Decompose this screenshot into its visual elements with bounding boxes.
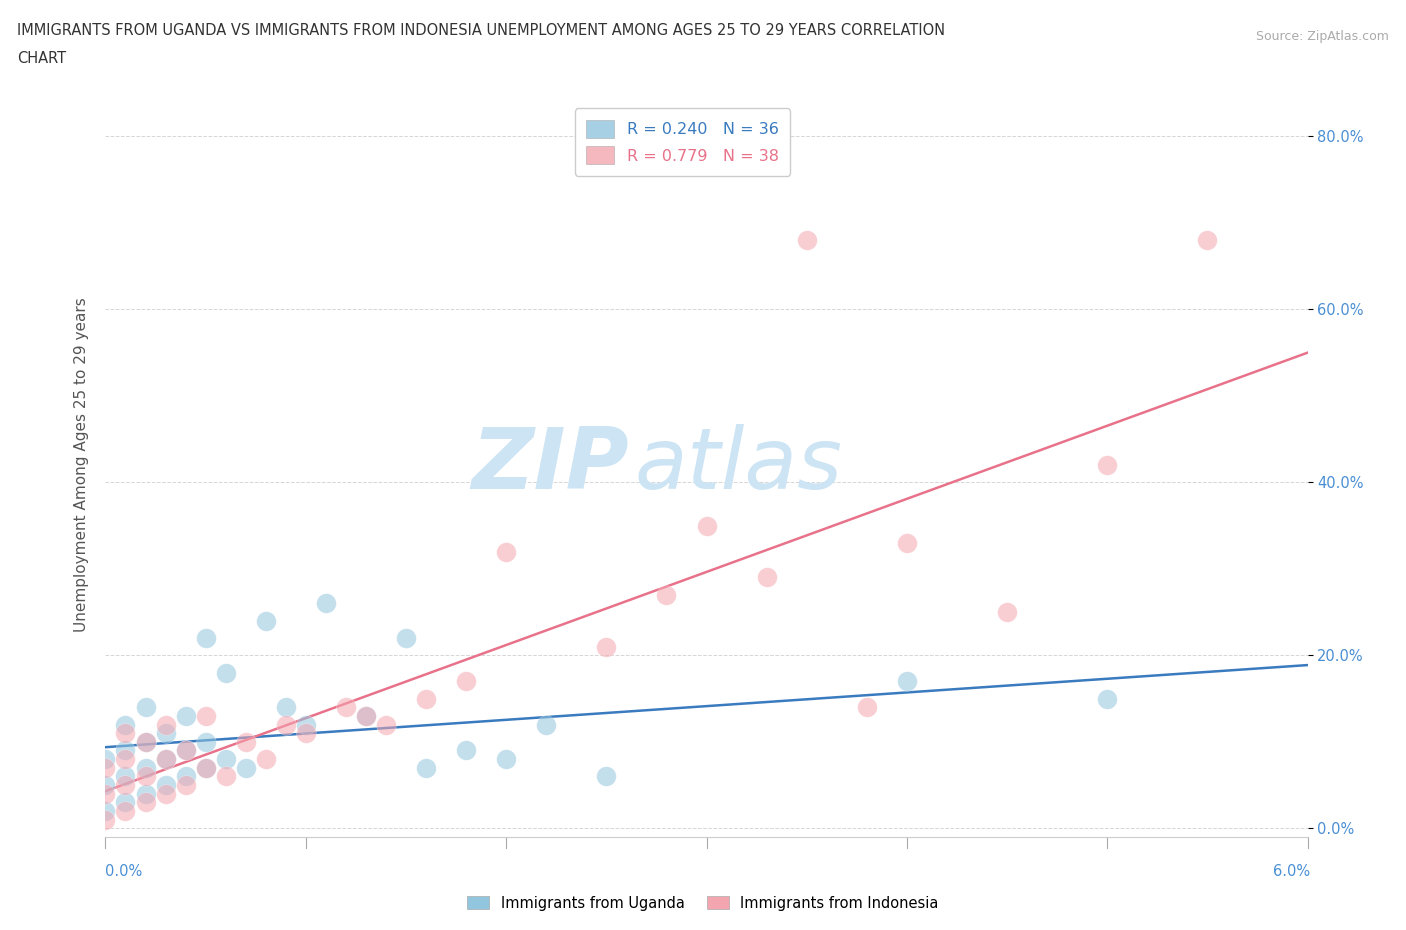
Point (135, 769, 157, 784)
Point (174, 777, 197, 792)
Legend: Immigrants from Uganda, Immigrants from Indonesia: Immigrants from Uganda, Immigrants from … (460, 888, 946, 918)
Point (315, 596, 337, 611)
Point (595, 639, 617, 654)
Point (214, 751, 236, 766)
Point (995, 604, 1018, 619)
Point (94, 786, 117, 801)
Point (1097, 691, 1119, 706)
Point (194, 735, 217, 750)
Point (114, 717, 136, 732)
Point (114, 743, 136, 758)
Point (114, 804, 136, 818)
Point (155, 725, 177, 740)
Point (114, 795, 136, 810)
Point (135, 761, 157, 776)
Point (94, 761, 117, 776)
Y-axis label: Unemployment Among Ages 25 to 29 years: Unemployment Among Ages 25 to 29 years (73, 298, 89, 632)
Point (135, 786, 157, 801)
Point (796, 232, 818, 247)
Point (94, 777, 117, 792)
Text: 6.0%: 6.0% (1274, 864, 1310, 879)
Point (135, 795, 157, 810)
Text: IMMIGRANTS FROM UGANDA VS IMMIGRANTS FROM INDONESIA UNEMPLOYMENT AMONG AGES 25 T: IMMIGRANTS FROM UGANDA VS IMMIGRANTS FRO… (17, 23, 945, 38)
Point (235, 735, 257, 750)
Point (194, 761, 217, 776)
Point (495, 544, 517, 559)
Point (174, 743, 197, 758)
Point (295, 717, 318, 732)
Point (155, 786, 177, 801)
Point (214, 665, 236, 680)
Point (114, 769, 136, 784)
Point (155, 777, 177, 792)
Legend: R = 0.240   N = 36, R = 0.779   N = 38: R = 0.240 N = 36, R = 0.779 N = 38 (575, 109, 790, 176)
Point (534, 717, 557, 732)
Point (855, 699, 877, 714)
Point (135, 699, 157, 714)
Text: atlas: atlas (634, 423, 842, 507)
Point (274, 699, 297, 714)
Point (1197, 232, 1219, 247)
Point (354, 709, 377, 724)
Point (595, 769, 617, 784)
Point (174, 743, 197, 758)
Point (174, 709, 197, 724)
Point (415, 691, 437, 706)
Point (896, 674, 918, 689)
Point (896, 536, 918, 551)
Text: ZIP: ZIP (471, 423, 628, 507)
Point (135, 735, 157, 750)
Point (254, 613, 277, 628)
Point (114, 725, 136, 740)
Point (194, 631, 217, 645)
Point (94, 751, 117, 766)
Point (94, 804, 117, 818)
Point (655, 588, 678, 603)
Point (155, 717, 177, 732)
Point (135, 735, 157, 750)
Text: CHART: CHART (17, 51, 66, 66)
Point (454, 743, 477, 758)
Text: 0.0%: 0.0% (105, 864, 142, 879)
Point (295, 725, 318, 740)
Point (235, 761, 257, 776)
Point (194, 709, 217, 724)
Point (274, 717, 297, 732)
Point (354, 709, 377, 724)
Point (696, 518, 718, 533)
Text: Source: ZipAtlas.com: Source: ZipAtlas.com (1256, 30, 1389, 43)
Point (194, 761, 217, 776)
Point (415, 761, 437, 776)
Point (254, 751, 277, 766)
Point (495, 751, 517, 766)
Point (155, 751, 177, 766)
Point (454, 674, 477, 689)
Point (755, 570, 778, 585)
Point (155, 751, 177, 766)
Point (114, 751, 136, 766)
Point (114, 777, 136, 792)
Point (214, 769, 236, 784)
Point (395, 631, 418, 645)
Point (1097, 458, 1119, 472)
Point (94, 812, 117, 827)
Point (174, 769, 197, 784)
Point (335, 699, 357, 714)
Point (374, 717, 398, 732)
